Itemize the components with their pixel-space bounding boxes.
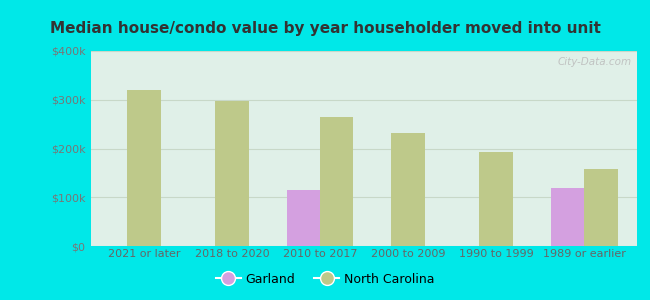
Bar xyxy=(391,133,424,246)
Bar xyxy=(320,117,354,246)
Bar xyxy=(479,152,513,246)
Text: Median house/condo value by year householder moved into unit: Median house/condo value by year househo… xyxy=(49,21,601,36)
Bar xyxy=(287,190,320,246)
Bar xyxy=(551,188,584,246)
Bar xyxy=(127,90,161,246)
Bar xyxy=(584,169,618,246)
Legend: Garland, North Carolina: Garland, North Carolina xyxy=(211,268,439,291)
Text: City-Data.com: City-Data.com xyxy=(558,57,632,67)
Bar xyxy=(215,101,249,246)
